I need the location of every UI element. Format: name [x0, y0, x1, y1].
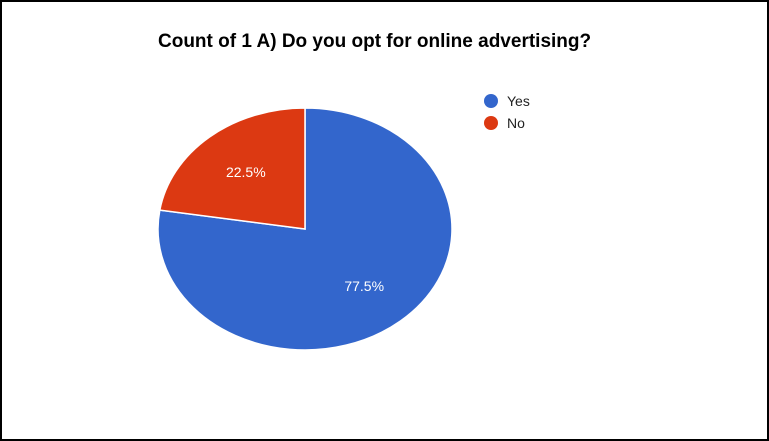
pie-label-no: 22.5% — [226, 164, 266, 180]
legend-item-no[interactable]: No — [484, 112, 530, 134]
legend-swatch-yes — [484, 94, 498, 108]
pie-label-yes: 77.5% — [344, 278, 384, 294]
chart-legend: Yes No — [484, 90, 530, 134]
legend-swatch-no — [484, 116, 498, 130]
pie-slice-no[interactable] — [158, 107, 306, 230]
legend-label-no: No — [507, 115, 525, 131]
chart-title: Count of 1 A) Do you opt for online adve… — [158, 31, 592, 52]
legend-label-yes: Yes — [507, 93, 530, 109]
legend-item-yes[interactable]: Yes — [484, 90, 530, 112]
